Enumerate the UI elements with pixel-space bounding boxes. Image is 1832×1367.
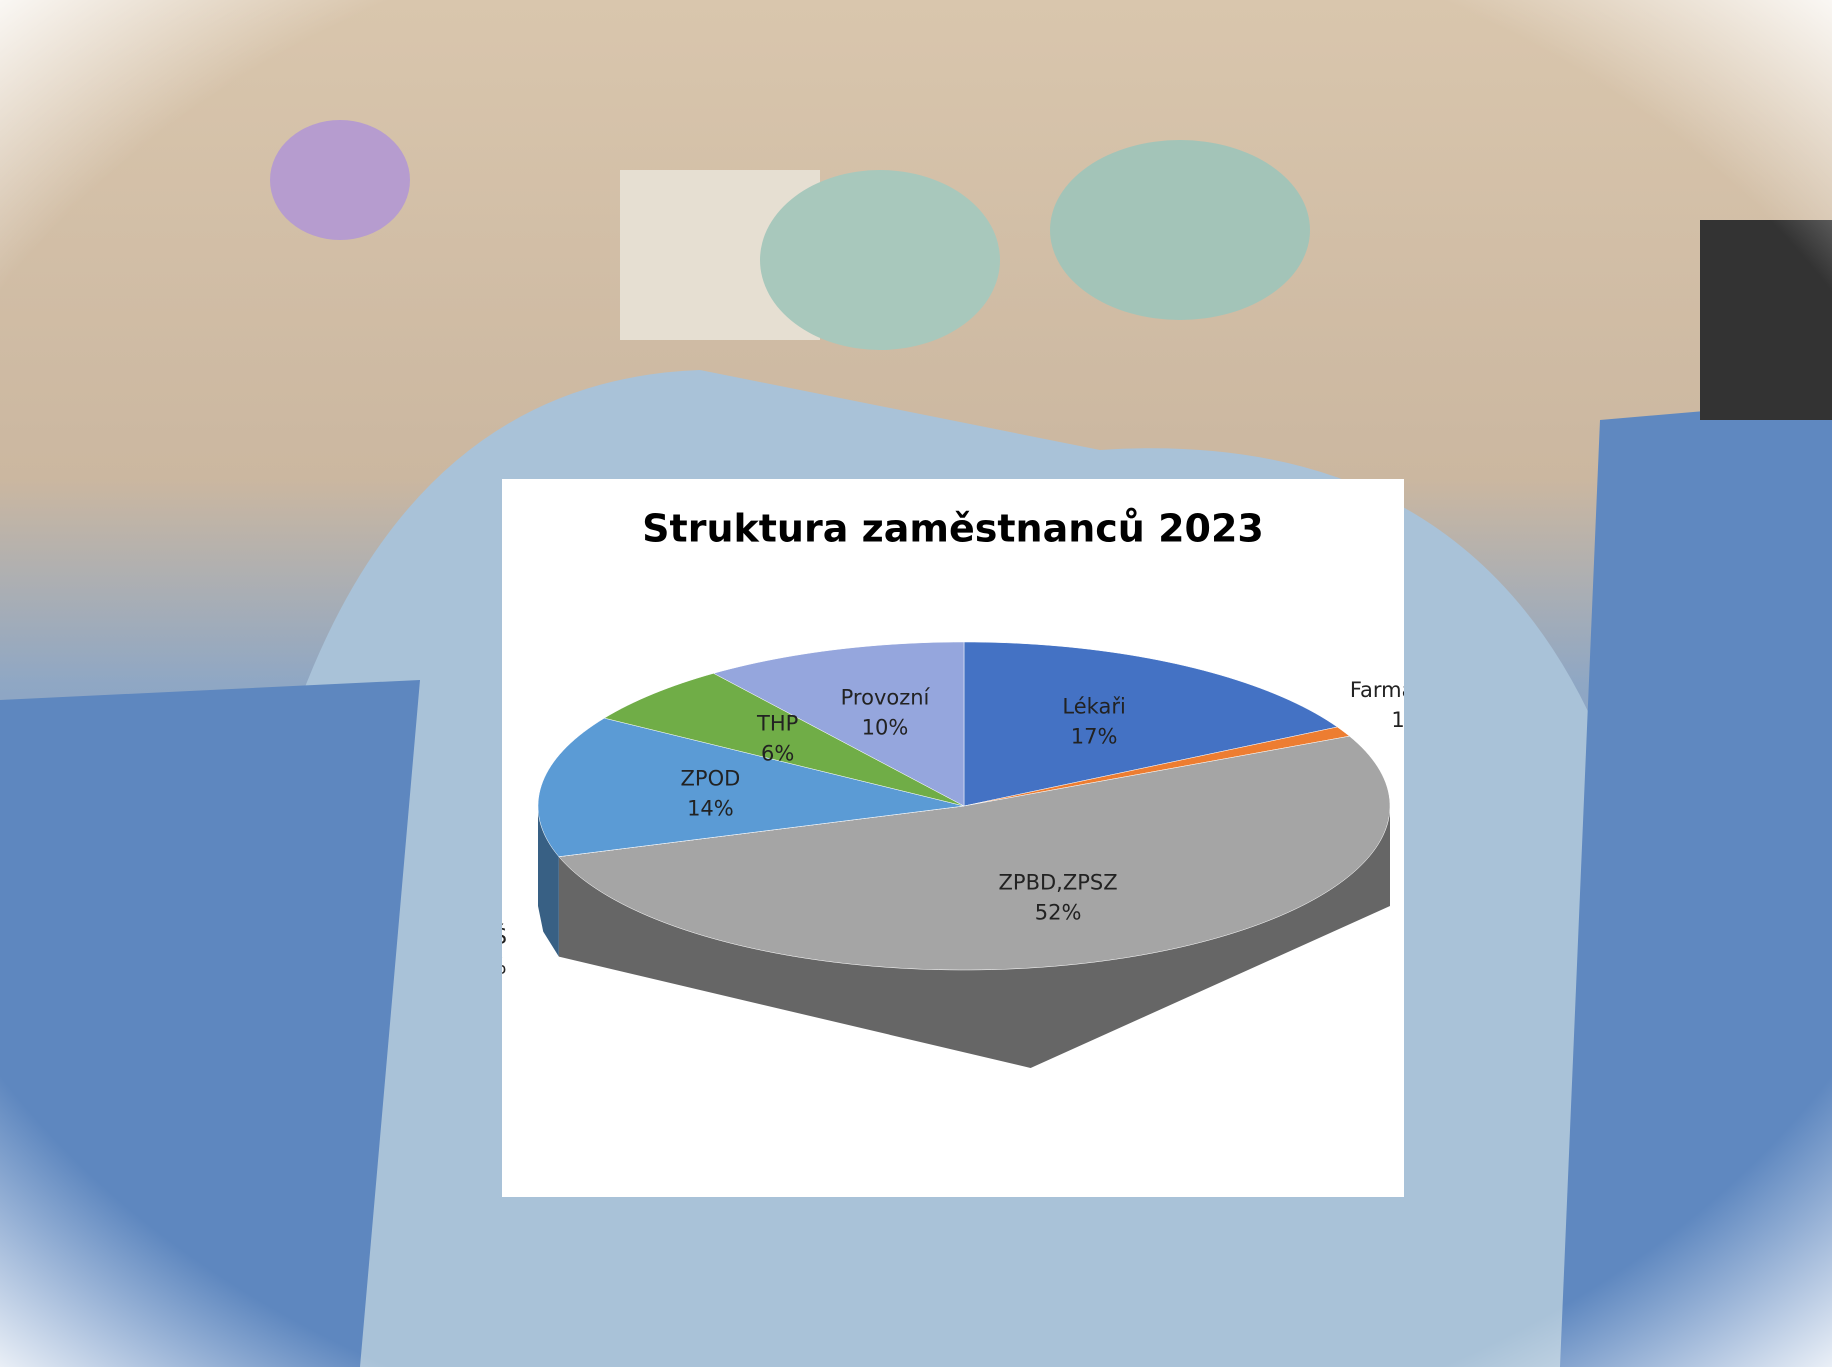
slice bbox=[712, 641, 965, 807]
data-label-value: 1% bbox=[1391, 708, 1404, 732]
data-label-name: Farmaceuti bbox=[1350, 678, 1404, 702]
data-label-name: Lékaři bbox=[1062, 694, 1125, 718]
data-label-name: THP bbox=[756, 712, 798, 736]
chart-title: Struktura zaměstnanců 2023 bbox=[642, 507, 1264, 551]
data-label-value: 6% bbox=[761, 742, 794, 766]
slice-side bbox=[538, 806, 559, 957]
data-label-name: ZPOD bbox=[681, 767, 741, 791]
slice bbox=[603, 673, 965, 807]
slice-side bbox=[558, 806, 1390, 1068]
data-label-value: 0% bbox=[502, 954, 507, 978]
data-label-name: JVŠ bbox=[502, 923, 507, 948]
slice bbox=[558, 735, 1391, 971]
data-label-value: 10% bbox=[862, 715, 909, 739]
data-label-value: 17% bbox=[1071, 724, 1118, 748]
slice bbox=[537, 717, 965, 857]
data-label-name: Provozní bbox=[841, 685, 931, 709]
data-label-value: 14% bbox=[687, 797, 734, 821]
slice bbox=[963, 641, 1338, 807]
data-label-name: ZPBD,ZPSZ bbox=[999, 870, 1118, 894]
chart: Struktura zaměstnanců 2023 Lékaři 17% Farm… bbox=[502, 479, 1404, 1197]
data-label-value: 52% bbox=[1035, 900, 1082, 924]
